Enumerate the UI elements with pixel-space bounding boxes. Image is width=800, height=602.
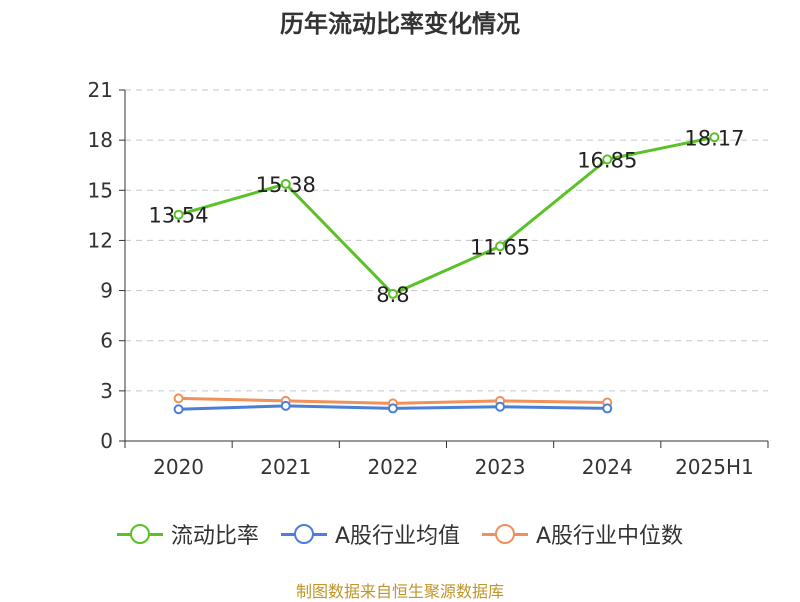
data-label: 13.54 [149,204,209,228]
legend-label-industry-median: A股行业中位数 [536,524,684,549]
y-tick-label: 0 [100,429,113,453]
data-label: 8.8 [376,283,409,307]
data-label: 18.17 [684,126,744,150]
legend-marker-industry-median [482,524,528,544]
x-tick-label: 2025H1 [675,455,754,479]
legend-item-industry-mean[interactable]: A股行业均值 [280,518,460,550]
y-tick-label: 15 [88,178,113,202]
data-point [280,400,291,411]
series-line-0 [178,135,715,296]
data-point [387,403,398,414]
data-point [173,404,184,415]
data-point [280,178,291,189]
y-tick-label: 12 [88,228,113,252]
data-point [709,132,720,143]
y-tick-label: 6 [100,329,113,353]
legend: 流动比率 A股行业均值 A股行业中位数 [0,518,800,550]
x-tick-label: 2021 [260,455,311,479]
chart-title: 历年流动比率变化情况 [280,10,520,38]
x-tick-label: 2023 [475,455,526,479]
y-tick-label: 9 [100,279,113,303]
legend-label-current-ratio: 流动比率 [170,524,259,549]
x-tick-label: 2022 [367,455,418,479]
legend-marker-industry-mean [280,524,327,544]
y-tick-label: 3 [100,379,113,403]
data-point [387,288,398,299]
data-point [495,241,506,252]
data-label: 11.65 [470,235,530,259]
y-tick-label: 18 [88,128,113,152]
x-tick-label: 2024 [582,455,633,479]
data-label: 15.38 [256,173,316,197]
data-point [495,401,506,412]
data-point [602,154,613,165]
x-tick-label: 2020 [153,455,204,479]
legend-item-industry-median[interactable]: A股行业中位数 [482,518,683,550]
data-label: 16.85 [577,148,637,172]
legend-label-industry-mean: A股行业均值 [334,524,460,549]
source-note: 制图数据来自恒生聚源数据库 [295,582,504,601]
legend-marker-current-ratio [116,524,163,544]
legend-item-current-ratio[interactable]: 流动比率 [116,518,259,550]
data-point [173,209,184,220]
y-tick-label: 21 [88,78,113,102]
data-point [173,393,184,404]
data-point [602,403,613,414]
